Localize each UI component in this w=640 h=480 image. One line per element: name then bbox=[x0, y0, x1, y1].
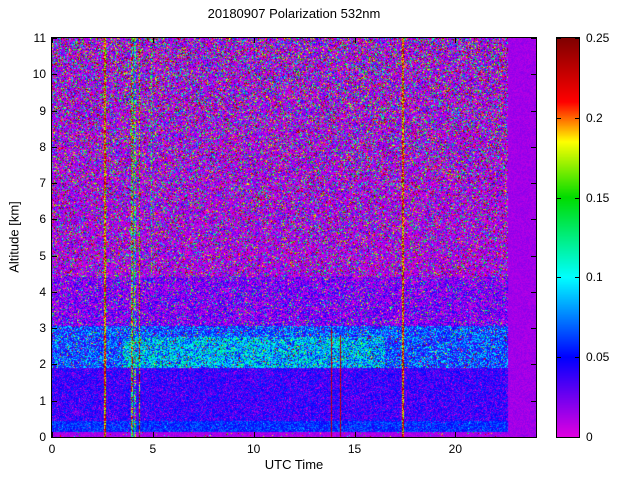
y-tick bbox=[531, 437, 536, 438]
y-tick-label: 11 bbox=[33, 31, 46, 45]
x-tick-label: 5 bbox=[149, 442, 157, 456]
x-axis-label: UTC Time bbox=[264, 457, 324, 472]
x-tick bbox=[354, 432, 356, 437]
y-tick bbox=[531, 74, 536, 76]
y-tick bbox=[52, 364, 57, 366]
colorbar-tick bbox=[557, 277, 561, 279]
plot-area bbox=[51, 37, 537, 438]
y-tick bbox=[531, 255, 536, 257]
x-tick bbox=[354, 38, 356, 43]
colorbar-tick bbox=[575, 38, 579, 39]
colorbar-tick bbox=[557, 437, 561, 438]
x-tick-label: 20 bbox=[448, 442, 462, 456]
x-tick bbox=[455, 432, 457, 437]
y-tick-label: 4 bbox=[39, 284, 46, 299]
y-tick bbox=[531, 328, 536, 330]
colorbar-tick-label: 0.05 bbox=[586, 350, 610, 365]
y-tick-label: 0 bbox=[39, 430, 46, 444]
y-tick-label: 6 bbox=[39, 212, 46, 227]
colorbar-tick bbox=[557, 38, 561, 39]
y-tick-label: 8 bbox=[39, 139, 46, 154]
y-axis-label: Altitude [km] bbox=[6, 201, 22, 273]
x-tick bbox=[152, 38, 154, 43]
x-tick bbox=[52, 432, 53, 437]
colorbar-tick bbox=[557, 357, 561, 359]
colorbar-tick bbox=[557, 197, 561, 199]
x-tick-label: 15 bbox=[347, 442, 362, 456]
x-tick-label: 10 bbox=[246, 442, 261, 456]
y-tick bbox=[52, 38, 57, 39]
y-tick-label: 1 bbox=[39, 393, 46, 408]
y-tick bbox=[52, 255, 57, 257]
colorbar-tick bbox=[575, 197, 579, 199]
y-tick bbox=[531, 364, 536, 366]
colorbar-tick-label: 0.15 bbox=[586, 190, 610, 205]
colorbar-tick-label: 0.25 bbox=[586, 31, 610, 45]
x-tick bbox=[152, 432, 154, 437]
colorbar-tick-label: 0 bbox=[586, 430, 593, 444]
y-tick bbox=[52, 400, 57, 402]
y-tick bbox=[531, 291, 536, 293]
y-tick-label: 9 bbox=[39, 103, 46, 118]
x-tick bbox=[253, 432, 255, 437]
y-tick-label: 10 bbox=[32, 67, 46, 82]
y-tick bbox=[52, 291, 57, 293]
y-tick bbox=[52, 437, 57, 438]
y-tick bbox=[52, 110, 57, 112]
y-tick bbox=[531, 219, 536, 221]
chart-title: 20180907 Polarization 532nm bbox=[207, 6, 381, 21]
colorbar-gradient bbox=[557, 38, 579, 437]
colorbar-tick bbox=[575, 437, 579, 438]
colorbar-tick bbox=[575, 357, 579, 359]
colorbar bbox=[556, 37, 580, 438]
y-tick bbox=[531, 38, 536, 39]
y-tick bbox=[52, 146, 57, 148]
y-tick bbox=[531, 183, 536, 185]
y-tick-label: 7 bbox=[39, 176, 46, 191]
x-tick-label: 0 bbox=[48, 442, 56, 456]
y-tick-label: 3 bbox=[39, 321, 46, 336]
x-tick bbox=[253, 38, 255, 43]
y-tick bbox=[52, 219, 57, 221]
heatmap-canvas bbox=[52, 38, 536, 437]
colorbar-tick bbox=[575, 117, 579, 119]
y-tick bbox=[52, 183, 57, 185]
colorbar-tick bbox=[575, 277, 579, 279]
colorbar-tick-label: 0.2 bbox=[586, 110, 603, 125]
y-tick bbox=[531, 400, 536, 402]
colorbar-tick-label: 0.1 bbox=[586, 270, 603, 285]
colorbar-tick bbox=[557, 117, 561, 119]
y-tick-label: 2 bbox=[39, 357, 46, 372]
x-tick bbox=[52, 38, 53, 43]
y-tick bbox=[531, 110, 536, 112]
y-tick bbox=[52, 328, 57, 330]
y-tick bbox=[531, 146, 536, 148]
y-tick bbox=[52, 74, 57, 76]
y-tick-label: 5 bbox=[39, 248, 46, 263]
x-tick bbox=[455, 38, 457, 43]
